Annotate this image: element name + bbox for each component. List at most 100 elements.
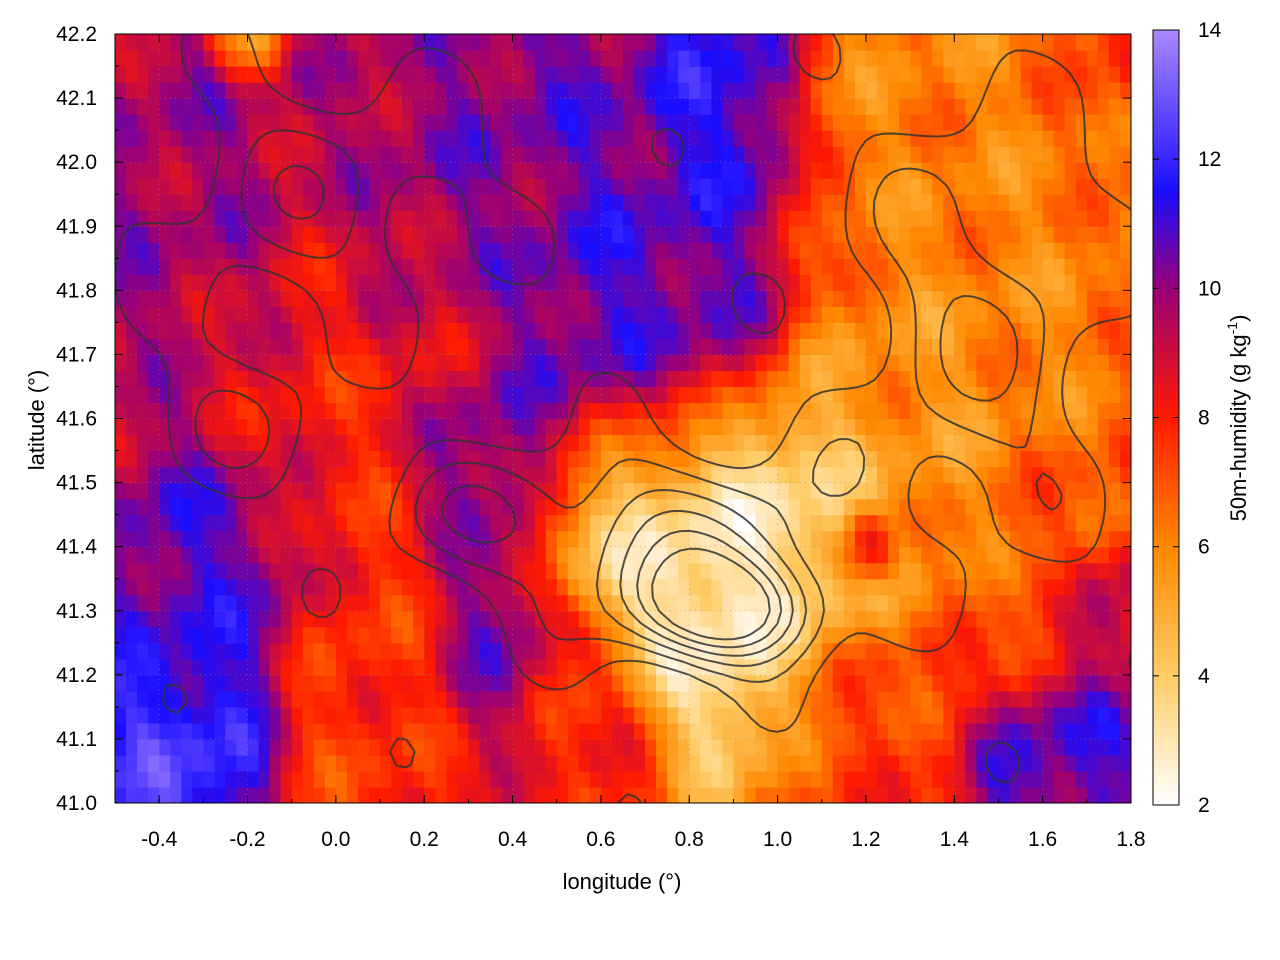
- heatmap-cell: [600, 162, 613, 179]
- heatmap-cell: [965, 610, 977, 628]
- heatmap-cell: [656, 146, 668, 163]
- heatmap-cell: [943, 306, 955, 323]
- heatmap-cell: [369, 162, 381, 179]
- heatmap-cell: [567, 354, 580, 372]
- heatmap-cell: [667, 258, 679, 275]
- heatmap-cell: [280, 370, 293, 388]
- heatmap-cell: [678, 546, 690, 564]
- heatmap-cell: [424, 482, 436, 500]
- heatmap-cell: [1075, 338, 1088, 356]
- heatmap-cell: [115, 146, 127, 163]
- heatmap-cell: [435, 386, 447, 404]
- heatmap-cell: [1031, 370, 1044, 388]
- heatmap-cell: [910, 770, 922, 788]
- heatmap-cell: [490, 674, 503, 692]
- heatmap-cell: [744, 402, 757, 420]
- heatmap-cell: [512, 594, 525, 612]
- heatmap-cell: [490, 50, 503, 67]
- heatmap-cell: [1064, 658, 1077, 676]
- heatmap-cell: [700, 354, 712, 372]
- heatmap-cell: [258, 450, 271, 468]
- heatmap-cell: [865, 418, 878, 436]
- heatmap-cell: [247, 418, 260, 436]
- grid-lines: [115, 34, 1131, 803]
- heatmap-cell: [545, 146, 558, 163]
- heatmap-cell: [1108, 786, 1121, 803]
- heatmap-cell: [932, 162, 944, 179]
- heatmap-cell: [501, 578, 514, 596]
- heatmap-cell: [1009, 626, 1022, 644]
- heatmap-cell: [225, 274, 238, 291]
- heatmap-cell: [589, 274, 602, 291]
- heatmap-cell: [943, 146, 955, 163]
- heatmap-cell: [380, 786, 392, 803]
- heatmap-cell: [357, 690, 370, 708]
- heatmap-cell: [236, 466, 249, 484]
- heatmap-cell: [744, 50, 757, 67]
- heatmap-cell: [137, 50, 149, 67]
- heatmap-cell: [1086, 658, 1099, 676]
- heatmap-cell: [1064, 770, 1077, 788]
- heatmap-cell: [998, 354, 1011, 372]
- heatmap-cell: [490, 130, 503, 147]
- heatmap-cell: [457, 738, 469, 756]
- heatmap-cell: [247, 786, 260, 803]
- heatmap-cell: [567, 146, 580, 163]
- heatmap-cell: [744, 530, 757, 548]
- heatmap-cell: [391, 370, 403, 388]
- heatmap-cell: [424, 146, 436, 163]
- heatmap-cell: [280, 626, 293, 644]
- heatmap-cell: [877, 82, 889, 99]
- heatmap-cell: [236, 642, 249, 660]
- heatmap-cell: [877, 386, 889, 404]
- heatmap-cell: [258, 498, 271, 516]
- heatmap-cell: [1075, 402, 1088, 420]
- heatmap-cell: [1031, 418, 1044, 436]
- heatmap-cell: [181, 674, 193, 692]
- heatmap-cell: [402, 610, 414, 628]
- heatmap-cell: [711, 738, 723, 756]
- heatmap-cell: [1009, 50, 1022, 67]
- heatmap-cell: [446, 738, 458, 756]
- heatmap-cell: [181, 498, 193, 516]
- heatmap-cell: [689, 610, 701, 628]
- heatmap-cell: [214, 402, 227, 420]
- heatmap-cell: [115, 34, 127, 51]
- heatmap-cell: [424, 466, 436, 484]
- heatmap-cell: [611, 530, 624, 548]
- heatmap-cell: [380, 354, 392, 372]
- heatmap-cell: [1097, 386, 1110, 404]
- heatmap-cell: [755, 210, 768, 227]
- heatmap-cell: [346, 274, 359, 291]
- heatmap-cell: [965, 98, 977, 115]
- heatmap-cell: [523, 226, 536, 243]
- heatmap-cell: [479, 194, 492, 211]
- heatmap-cell: [865, 338, 878, 356]
- heatmap-cell: [987, 98, 1000, 115]
- heatmap-cell: [821, 242, 834, 259]
- heatmap-cell: [678, 514, 690, 532]
- heatmap-cell: [346, 50, 359, 67]
- heatmap-cell: [137, 450, 149, 468]
- heatmap-cell: [656, 498, 668, 516]
- heatmap-cell: [545, 274, 558, 291]
- heatmap-cell: [788, 562, 801, 580]
- heatmap-cell: [126, 50, 138, 67]
- heatmap-cell: [689, 546, 701, 564]
- heatmap-cell: [899, 258, 911, 275]
- heatmap-cell: [987, 594, 1000, 612]
- heatmap-cell: [369, 98, 381, 115]
- heatmap-cell: [567, 114, 580, 131]
- heatmap-cell: [479, 674, 492, 692]
- heatmap-cell: [755, 498, 768, 516]
- heatmap-cell: [623, 290, 635, 307]
- heatmap-cell: [744, 386, 757, 404]
- heatmap-cell: [656, 194, 668, 211]
- heatmap-cell: [943, 322, 955, 339]
- heatmap-cell: [214, 754, 227, 772]
- heatmap-cell: [501, 322, 514, 339]
- heatmap-cell: [302, 114, 315, 131]
- heatmap-cell: [291, 642, 304, 660]
- heatmap-cell: [589, 322, 602, 339]
- heatmap-cell: [1119, 194, 1131, 211]
